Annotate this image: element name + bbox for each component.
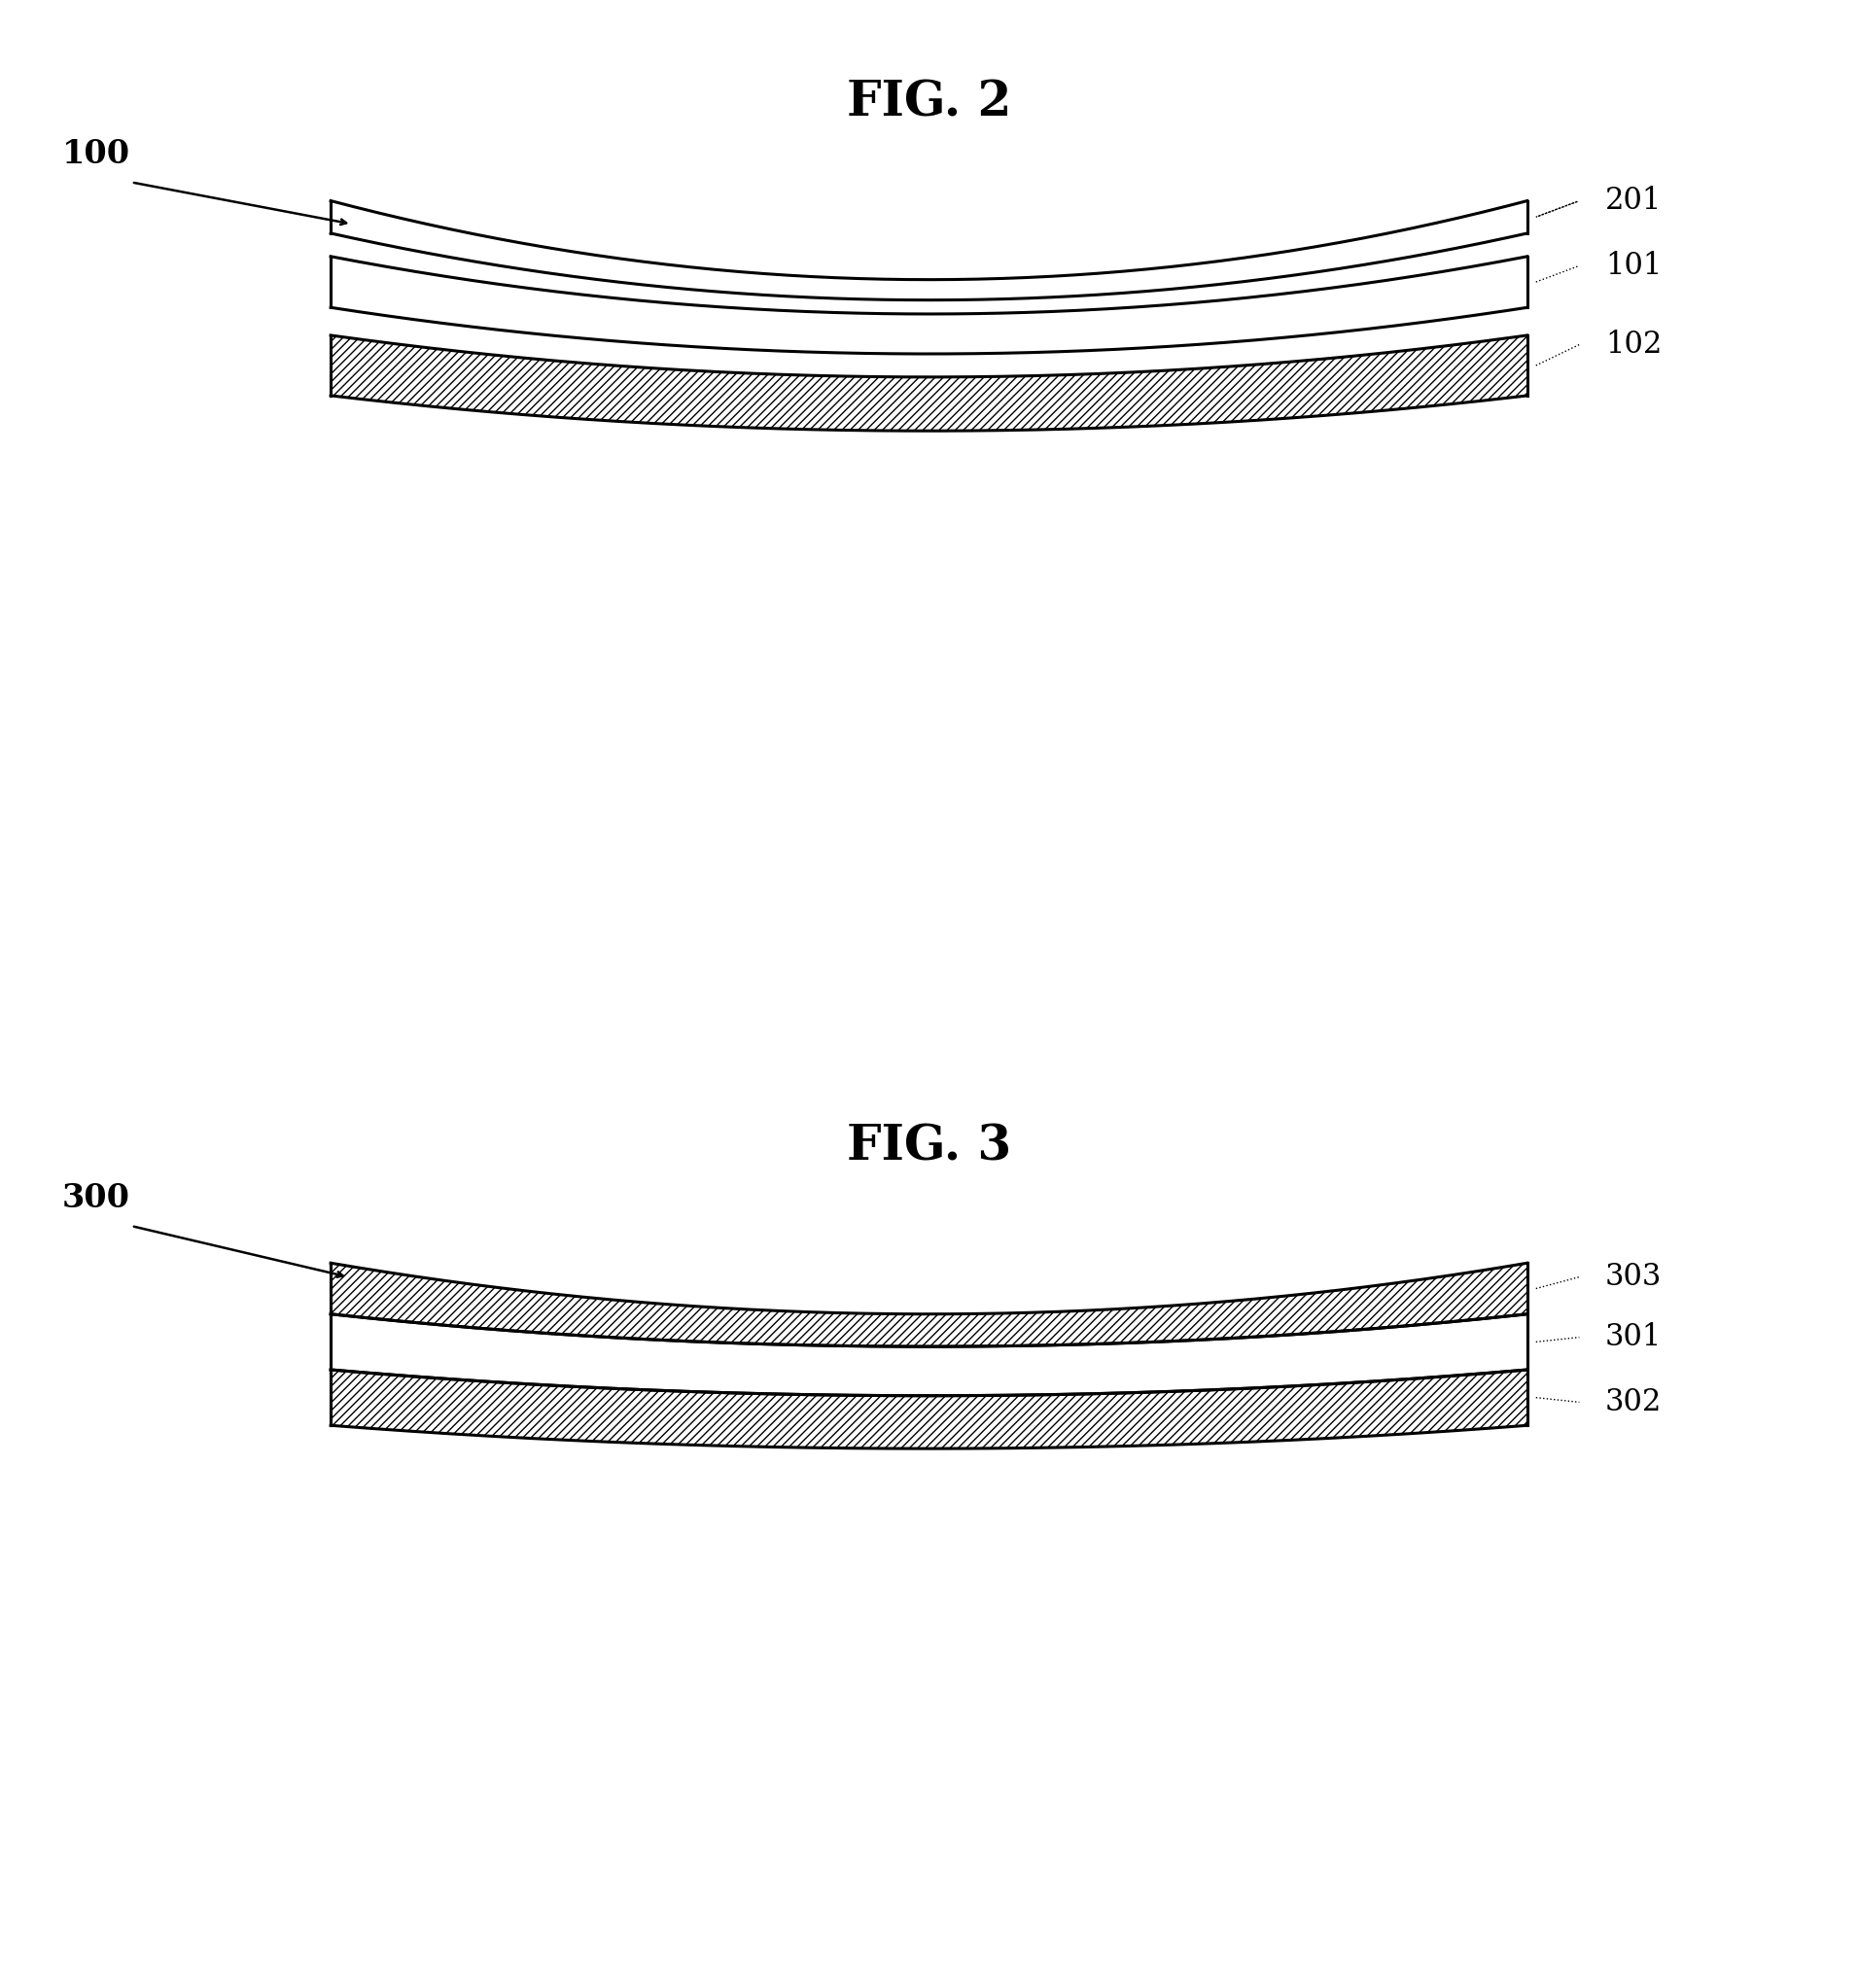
Text: 101: 101: [1605, 250, 1663, 280]
Polygon shape: [331, 1370, 1527, 1449]
Text: 301: 301: [1605, 1322, 1663, 1352]
Text: 100: 100: [61, 139, 130, 171]
Text: FIG. 2: FIG. 2: [847, 80, 1011, 127]
Text: 102: 102: [1605, 330, 1663, 360]
Polygon shape: [331, 336, 1527, 431]
Text: 303: 303: [1605, 1262, 1663, 1292]
Polygon shape: [331, 1262, 1527, 1346]
Text: 302: 302: [1605, 1388, 1663, 1417]
Text: FIG. 3: FIG. 3: [847, 1123, 1011, 1171]
Text: 300: 300: [61, 1183, 130, 1215]
Text: 201: 201: [1605, 185, 1663, 217]
